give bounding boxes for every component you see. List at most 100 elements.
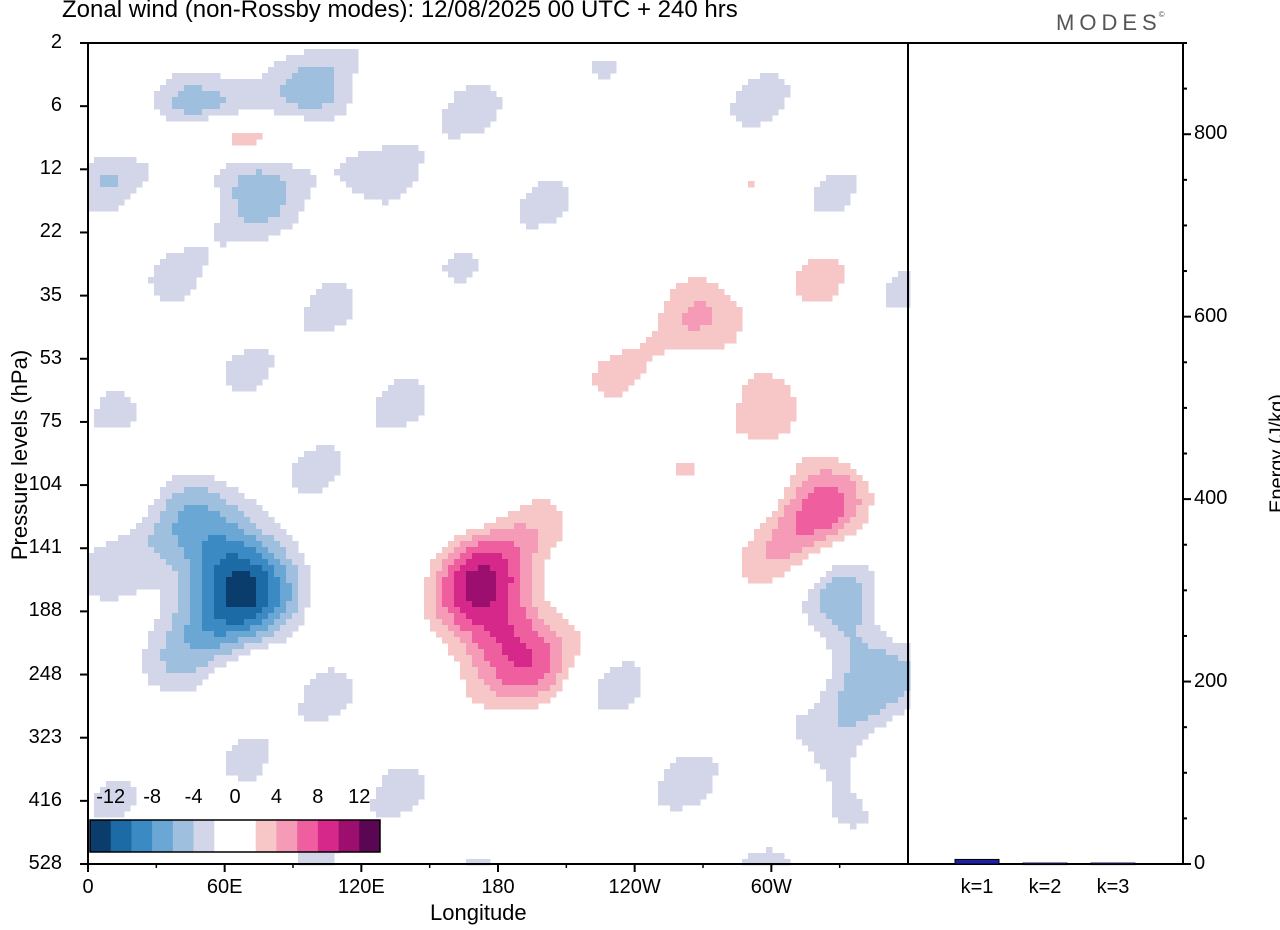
heatmap-cell bbox=[334, 463, 341, 470]
heatmap-cell bbox=[502, 595, 509, 602]
y-tick-label: 22 bbox=[39, 220, 62, 243]
heatmap-cell bbox=[532, 667, 539, 674]
heatmap-cell bbox=[190, 523, 197, 530]
heatmap-cell bbox=[640, 367, 647, 374]
heatmap-cell bbox=[328, 103, 335, 110]
heatmap-cell bbox=[694, 775, 701, 782]
heatmap-cell bbox=[898, 691, 905, 698]
heatmap-cell bbox=[190, 643, 197, 650]
heatmap-cell bbox=[286, 91, 293, 98]
heatmap-cell bbox=[286, 223, 293, 230]
heatmap-cell bbox=[778, 403, 785, 410]
heatmap-cell bbox=[694, 301, 701, 308]
heatmap-cell bbox=[622, 667, 629, 674]
heatmap-cell bbox=[400, 799, 407, 806]
heatmap-cell bbox=[178, 595, 185, 602]
heatmap-cell bbox=[490, 697, 497, 704]
heatmap-cell bbox=[850, 523, 857, 530]
heatmap-cell bbox=[862, 679, 869, 686]
heatmap-cell bbox=[112, 559, 119, 566]
heatmap-cell bbox=[130, 571, 137, 578]
heatmap-cell bbox=[220, 565, 227, 572]
heatmap-cell bbox=[340, 73, 347, 80]
heatmap-cell bbox=[382, 187, 389, 194]
heatmap-cell bbox=[796, 277, 803, 284]
heatmap-cell bbox=[226, 625, 233, 632]
heatmap-cell bbox=[664, 781, 671, 788]
heatmap-cell bbox=[94, 583, 101, 590]
heatmap-cell bbox=[790, 487, 797, 494]
heatmap-cell bbox=[760, 529, 767, 536]
heatmap-cell bbox=[598, 73, 605, 80]
heatmap-cell bbox=[274, 211, 281, 218]
heatmap-cell bbox=[166, 619, 173, 626]
heatmap-cell bbox=[664, 313, 671, 320]
heatmap-cell bbox=[136, 541, 143, 548]
heatmap-cell bbox=[346, 301, 353, 308]
heatmap-cell bbox=[460, 91, 467, 98]
heatmap-cell bbox=[526, 577, 533, 584]
heatmap-cell bbox=[274, 103, 281, 110]
heatmap-cell bbox=[112, 157, 119, 164]
heatmap-cell bbox=[520, 523, 527, 530]
heatmap-cell bbox=[856, 619, 863, 626]
heatmap-cell bbox=[172, 595, 179, 602]
heatmap-cell bbox=[850, 799, 857, 806]
heatmap-cell bbox=[778, 535, 785, 542]
heatmap-cell bbox=[412, 775, 419, 782]
heatmap-cell bbox=[442, 127, 449, 134]
heatmap-cell bbox=[118, 421, 125, 428]
heatmap-cell bbox=[196, 661, 203, 668]
heatmap-cell bbox=[760, 115, 767, 122]
heatmap-cell bbox=[844, 517, 851, 524]
heatmap-cell bbox=[154, 289, 161, 296]
heatmap-cell bbox=[496, 565, 503, 572]
heatmap-cell bbox=[724, 313, 731, 320]
heatmap-cell bbox=[832, 643, 839, 650]
heatmap-cell bbox=[520, 517, 527, 524]
heatmap-cell bbox=[190, 529, 197, 536]
heatmap-cell bbox=[856, 565, 863, 572]
heatmap-cell bbox=[508, 703, 515, 710]
heatmap-cell bbox=[532, 559, 539, 566]
heatmap-cell bbox=[328, 859, 335, 866]
heatmap-cell bbox=[178, 577, 185, 584]
heatmap-cell bbox=[322, 55, 329, 62]
x-tick-label: 60E bbox=[206, 876, 243, 898]
heatmap-cell bbox=[490, 673, 497, 680]
heatmap-cell bbox=[112, 589, 119, 596]
heatmap-cell bbox=[256, 235, 263, 242]
brand-logo: MODES© bbox=[1056, 10, 1165, 36]
heatmap-cell bbox=[730, 301, 737, 308]
heatmap-cell bbox=[196, 247, 203, 254]
heatmap-cell bbox=[256, 199, 263, 206]
heatmap-cell bbox=[184, 613, 191, 620]
y-tick-label: 75 bbox=[39, 409, 62, 432]
heatmap-cell bbox=[478, 643, 485, 650]
heatmap-cell bbox=[604, 697, 611, 704]
heatmap-cell bbox=[712, 331, 719, 338]
heatmap-cell bbox=[514, 703, 521, 710]
heatmap-cell bbox=[274, 67, 281, 74]
heatmap-cell bbox=[124, 547, 131, 554]
heatmap-cell bbox=[268, 67, 275, 74]
heatmap-cell bbox=[550, 655, 557, 662]
heatmap-cell bbox=[292, 61, 299, 68]
heatmap-cell bbox=[172, 481, 179, 488]
heatmap-cell bbox=[724, 295, 731, 302]
heatmap-cell bbox=[160, 589, 167, 596]
heatmap-cell bbox=[184, 571, 191, 578]
heatmap-cell bbox=[94, 169, 101, 176]
heatmap-cell bbox=[244, 595, 251, 602]
heatmap-cell bbox=[682, 757, 689, 764]
heatmap-cell bbox=[238, 379, 245, 386]
heatmap-cell bbox=[670, 763, 677, 770]
heatmap-cell bbox=[868, 613, 875, 620]
heatmap-cell bbox=[358, 187, 365, 194]
heatmap-cell bbox=[868, 571, 875, 578]
heatmap-cell bbox=[802, 727, 809, 734]
heatmap-cell bbox=[658, 319, 665, 326]
heatmap-cell bbox=[268, 541, 275, 548]
heatmap-cell bbox=[820, 283, 827, 290]
heatmap-cell bbox=[406, 805, 413, 812]
